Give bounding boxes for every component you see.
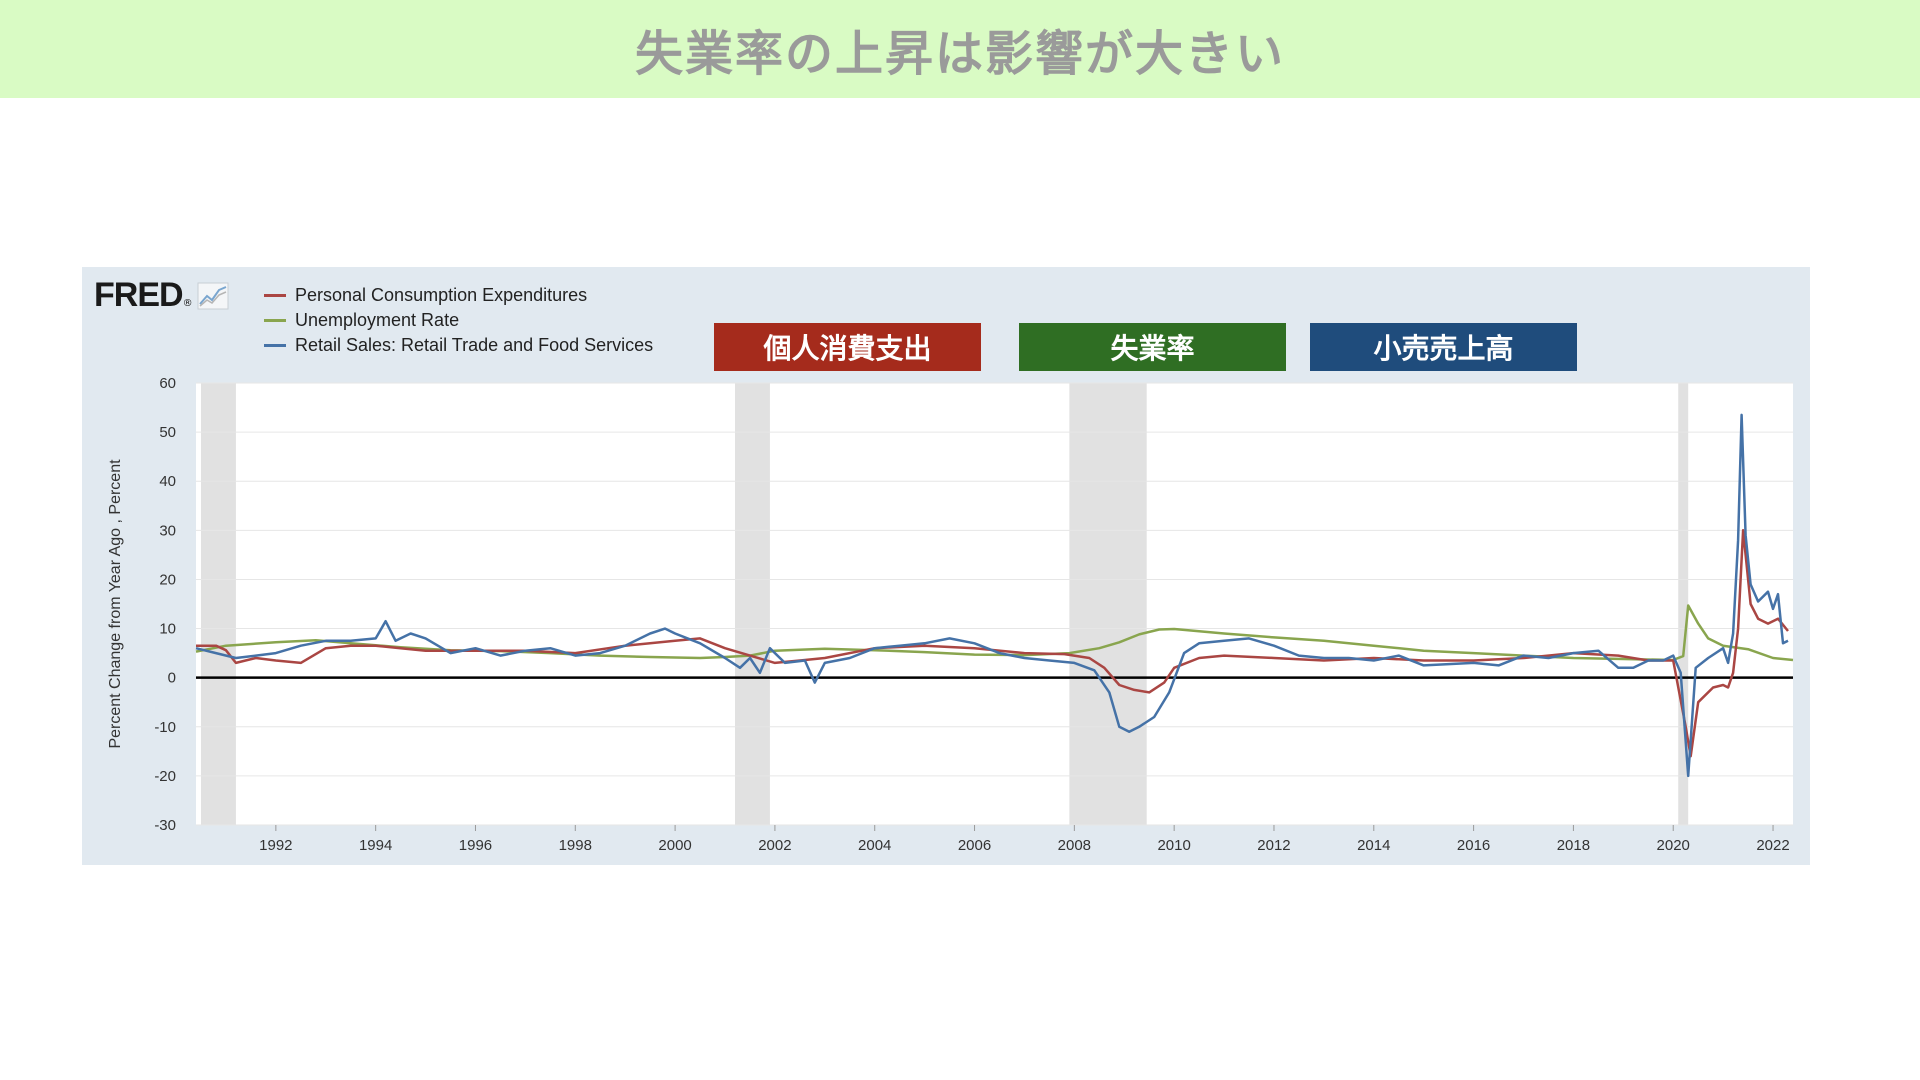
y-tick-label: 50	[159, 424, 176, 441]
y-tick-label: -20	[154, 768, 176, 785]
x-tick-label: 2012	[1257, 837, 1290, 854]
legend-item-unemployment[interactable]: Unemployment Rate	[264, 308, 653, 333]
y-axis-title: Percent Change from Year Ago , Percent	[107, 459, 124, 749]
legend-item-retail[interactable]: Retail Sales: Retail Trade and Food Serv…	[264, 333, 653, 358]
plot-area	[196, 383, 1793, 825]
legend-label-unemployment: Unemployment Rate	[295, 310, 460, 330]
x-tick-label: 2008	[1058, 837, 1091, 854]
x-tick-label: 2002	[758, 837, 791, 854]
x-tick-label: 2016	[1457, 837, 1490, 854]
y-tick-label: -30	[154, 817, 176, 834]
y-tick-label: 20	[159, 571, 176, 588]
line-chart: -30 -20 -10 0 10 20 30 40 50 60 1992 1994 1996 1998 20…	[107, 375, 1794, 854]
legend-label-retail: Retail Sales: Retail Trade and Food Serv…	[295, 335, 654, 355]
chart-legend: Personal Consumption Expenditures Unempl…	[264, 283, 653, 358]
registered-mark: ®	[182, 298, 193, 309]
x-tick-label: 2000	[658, 837, 691, 854]
recession-band	[1069, 383, 1147, 825]
x-tick-label: 2006	[958, 837, 991, 854]
y-tick-label: 0	[168, 670, 176, 687]
recession-band	[734, 383, 770, 825]
fred-logo: FRED ®	[94, 276, 229, 315]
legend-swatch-retail	[264, 344, 286, 347]
fred-logo-text: FRED	[94, 276, 184, 314]
trend-chart-icon	[197, 282, 229, 309]
x-tick-label: 2004	[858, 837, 891, 854]
y-tick-label: 40	[159, 473, 176, 490]
recession-band	[1678, 383, 1689, 825]
title-banner: 失業率の上昇は影響が大きい	[0, 0, 1920, 98]
tag-pce: 個人消費支出	[714, 323, 981, 371]
y-tick-label: 60	[159, 375, 176, 392]
legend-label-pce: Personal Consumption Expenditures	[295, 285, 588, 305]
legend-swatch-pce	[264, 294, 286, 297]
x-tick-label: 1998	[559, 837, 592, 854]
page-title: 失業率の上昇は影響が大きい	[634, 26, 1285, 82]
tag-unemployment: 失業率	[1019, 323, 1286, 371]
x-tick-label: 1992	[259, 837, 292, 854]
y-tick-label: 10	[159, 621, 176, 638]
x-tick-label: 2018	[1557, 837, 1590, 854]
legend-item-pce[interactable]: Personal Consumption Expenditures	[264, 283, 653, 308]
y-tick-label: -10	[154, 719, 176, 736]
x-tick-label: 2010	[1157, 837, 1190, 854]
legend-swatch-unemployment	[264, 319, 286, 322]
tag-retail: 小売売上高	[1310, 323, 1577, 371]
x-tick-label: 1996	[459, 837, 492, 854]
x-tick-label: 2020	[1657, 837, 1690, 854]
recession-band	[200, 383, 236, 825]
series-line-retail	[195, 413, 1789, 778]
x-tick-label: 2022	[1756, 837, 1789, 854]
x-tick-label: 1994	[359, 837, 392, 854]
series-line-pce	[196, 529, 1789, 758]
x-tick-label: 2014	[1357, 837, 1390, 854]
y-tick-label: 30	[159, 522, 176, 539]
